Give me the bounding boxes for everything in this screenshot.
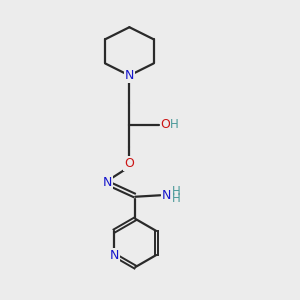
Text: N: N	[125, 69, 134, 82]
Text: H: H	[170, 118, 179, 130]
Text: N: N	[162, 189, 171, 202]
Text: O: O	[160, 118, 170, 131]
Text: N: N	[103, 176, 112, 189]
Text: H: H	[172, 184, 181, 198]
Text: N: N	[110, 248, 119, 262]
Text: O: O	[124, 157, 134, 170]
Text: H: H	[172, 192, 181, 205]
